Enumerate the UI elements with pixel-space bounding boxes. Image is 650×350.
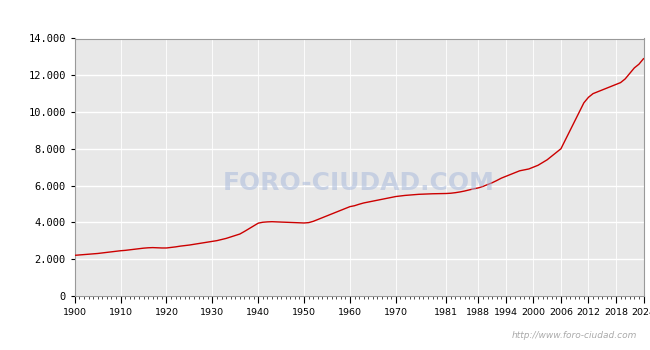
Text: http://www.foro-ciudad.com: http://www.foro-ciudad.com [512, 330, 637, 340]
Text: Ceutí (Municipio) - Evolucion del numero de Habitantes: Ceutí (Municipio) - Evolucion del numero… [122, 8, 528, 24]
Text: FORO-CIUDAD.COM: FORO-CIUDAD.COM [223, 170, 495, 195]
